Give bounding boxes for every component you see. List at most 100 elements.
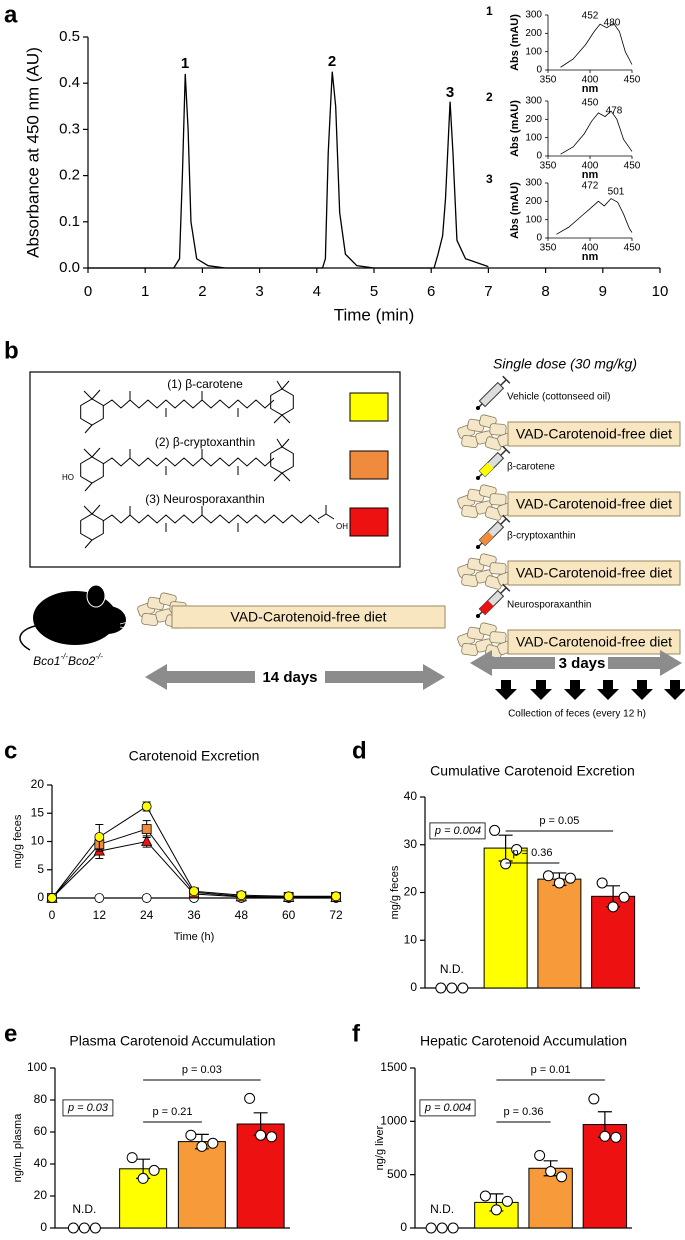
data-point (126, 1152, 138, 1164)
data-point (457, 982, 469, 994)
y-tick-label: 0 (37, 890, 44, 904)
data-point (599, 1130, 611, 1142)
structure-ring (80, 456, 104, 484)
y-tick-label: 500 (387, 1167, 407, 1181)
annotation: 472 (582, 181, 599, 192)
y-tick-label: 200 (525, 28, 542, 39)
inset-label: 2 (486, 90, 493, 104)
data-line (88, 71, 489, 269)
compound-name: (2) β-cryptoxanthin (155, 435, 255, 449)
y-tick-label: 40 (404, 789, 418, 803)
mouse-label-part: -/- (60, 652, 68, 661)
syringe-tip (476, 614, 480, 618)
structure-ring (270, 446, 294, 474)
data-point (244, 1092, 256, 1104)
duration-label: 3 days (559, 655, 606, 672)
diet-label: VAD-Carotenoid-free diet (516, 496, 672, 512)
annotation: p = 0.03 (182, 1064, 222, 1076)
y-tick-label: 15 (31, 805, 45, 819)
marker (94, 893, 105, 903)
x-tick-label: 350 (540, 161, 557, 172)
data-point (596, 877, 608, 889)
y-axis-label: ng/g liver (374, 1125, 386, 1170)
y-tick-label: 100 (525, 214, 542, 225)
x-tick-label: 9 (599, 283, 607, 300)
structure-methyls (83, 504, 101, 549)
annotation: 501 (608, 187, 625, 198)
compound-name: (3) Neurosporaxanthin (145, 492, 264, 506)
data-line (560, 110, 633, 155)
marker (283, 891, 294, 902)
annotation: N.D. (72, 1202, 96, 1216)
annotation: 450 (582, 98, 599, 109)
structure-methyls (129, 391, 239, 417)
compound-color (349, 450, 389, 480)
chart-title: Carotenoid Excretion (129, 748, 260, 764)
syringe-barrel (478, 381, 505, 408)
chart-title: Cumulative Carotenoid Excretion (430, 763, 635, 779)
annotation-box (419, 1099, 476, 1117)
y-tick-label: 0.0 (59, 259, 80, 276)
y-tick-label: 0 (536, 233, 542, 244)
data-line (556, 198, 633, 235)
x-axis-label: Time (min) (334, 305, 415, 324)
annotation: p = 0.36 (512, 847, 552, 859)
x-tick-label: 450 (624, 75, 641, 86)
y-tick-label: 20 (34, 1188, 48, 1202)
x-tick-label: 0 (84, 283, 92, 300)
structure-methyls (273, 380, 291, 424)
x-tick-label: 400 (582, 161, 599, 172)
panel-label: a (4, 1, 18, 28)
diet-bar (507, 629, 681, 655)
annotation: 1 (181, 55, 189, 72)
x-tick-label: 5 (370, 283, 378, 300)
data-point (266, 1131, 278, 1143)
mouse-ear (86, 584, 106, 608)
y-tick-label: 0 (536, 65, 542, 76)
annotation: 2 (328, 53, 336, 70)
y-tick-label: 0.4 (59, 74, 80, 91)
annotation: p = 0.03 (67, 1102, 109, 1114)
diet-label: VAD-Carotenoid-free diet (230, 609, 386, 625)
data-line (560, 22, 633, 68)
data-point (148, 1164, 160, 1176)
structure-chain (102, 457, 275, 467)
x-tick-label: 0 (49, 908, 56, 922)
x-tick-label: 350 (540, 75, 557, 86)
x-tick-label: 450 (624, 243, 641, 254)
y-tick-label: 200 (525, 196, 542, 207)
y-tick-label: 100 (27, 1060, 47, 1074)
y-tick-label: 0.2 (59, 167, 80, 184)
data-point (534, 1149, 546, 1161)
annotation: p = 0.05 (539, 815, 579, 827)
y-tick-label: 10 (31, 834, 45, 848)
marker (141, 801, 152, 812)
marker (141, 824, 152, 834)
data-point (185, 1129, 197, 1141)
atom-label: OH (336, 522, 348, 531)
syringe (477, 445, 511, 479)
mouse-label-part: -/- (95, 652, 103, 661)
data-point (255, 1129, 267, 1141)
y-tick-label: 0.3 (59, 120, 80, 137)
annotation: p = 0.01 (531, 1064, 571, 1076)
diet-bar (507, 491, 681, 517)
structure-ring (80, 398, 104, 426)
bar (582, 1124, 628, 1229)
structure-chain (102, 514, 320, 524)
mouse-label-part: Bco2 (68, 654, 96, 668)
x-tick-label: 3 (255, 283, 263, 300)
panel-label: b (4, 337, 19, 364)
y-tick-label: 100 (525, 132, 542, 143)
annotation: p = 0.36 (503, 1106, 543, 1118)
syringe (477, 583, 511, 617)
y-tick-label: 100 (525, 46, 542, 57)
data-point (425, 1222, 437, 1234)
data-point (564, 872, 576, 884)
marker (189, 886, 199, 897)
marker (331, 891, 341, 902)
treatment-label: β-cryptoxanthin (507, 531, 576, 542)
marker (141, 835, 153, 846)
y-tick-label: 0 (400, 1220, 407, 1234)
marker (94, 832, 105, 842)
